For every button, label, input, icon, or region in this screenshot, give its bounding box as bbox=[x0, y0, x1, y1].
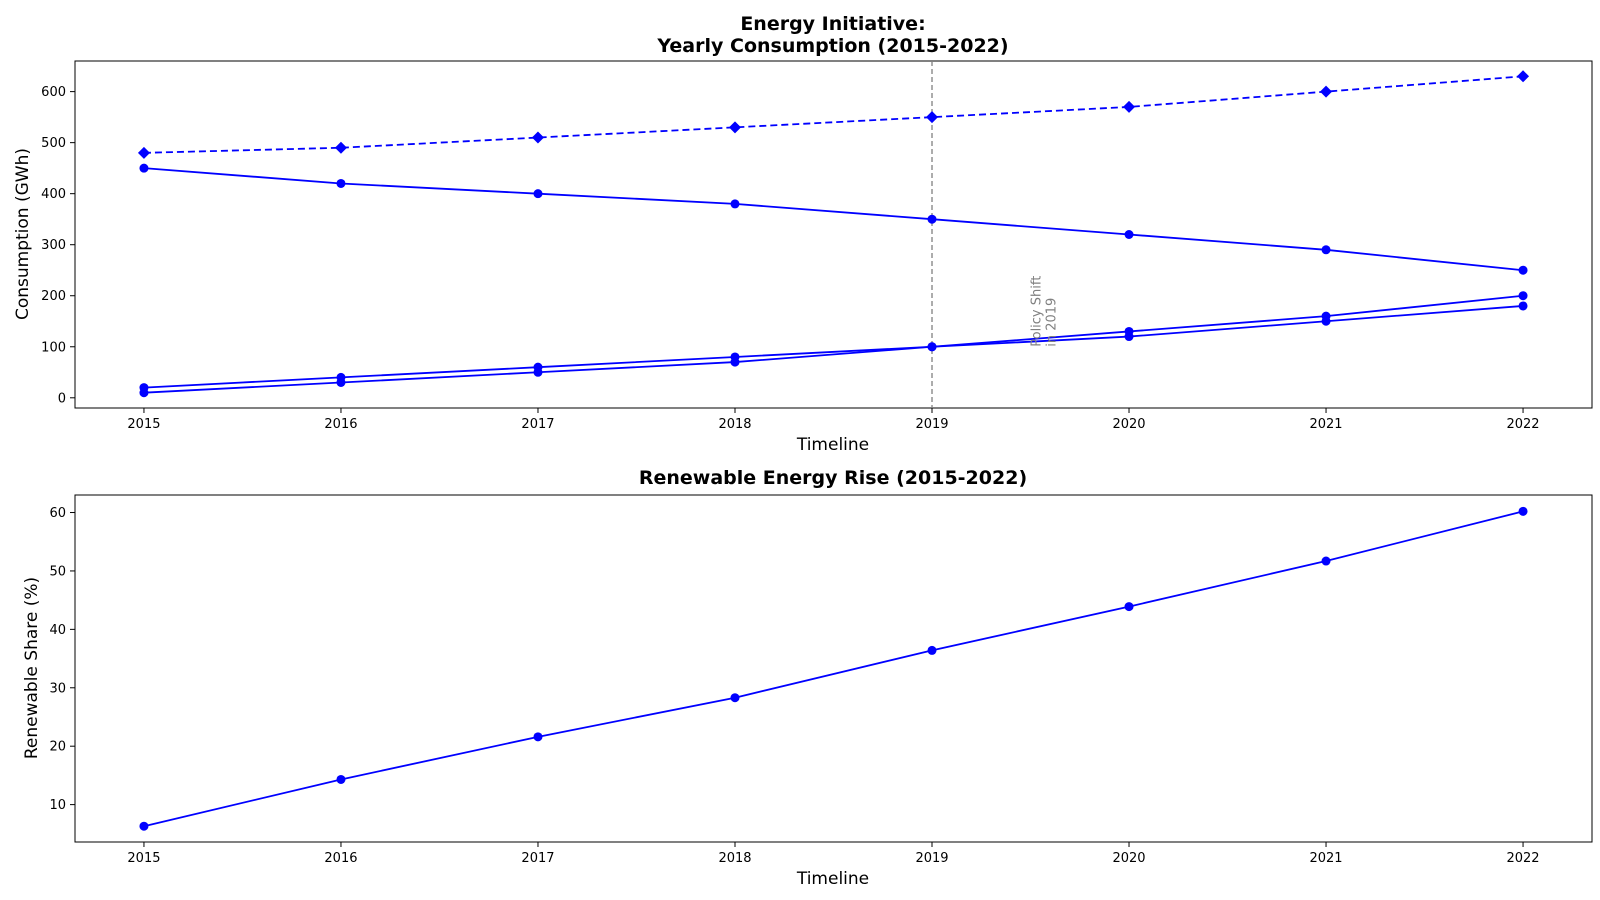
plot-frame bbox=[74, 494, 1593, 843]
y-tick-label: 500 bbox=[41, 136, 66, 151]
consumption-chart: Energy Initiative: Yearly Consumption (2… bbox=[13, 13, 1593, 455]
data-point bbox=[533, 189, 543, 199]
annotation-line: in 2019 bbox=[1044, 298, 1059, 347]
y-tick-label: 100 bbox=[41, 340, 66, 355]
series-group bbox=[137, 70, 1530, 398]
chart-title: Renewable Energy Rise (2015-2022) bbox=[639, 467, 1027, 489]
chart-title-line1: Energy Initiative: bbox=[740, 13, 925, 35]
data-point bbox=[1518, 265, 1528, 275]
annotation-text: Policy Shiftin 2019 bbox=[1029, 276, 1059, 347]
series-line bbox=[143, 167, 1524, 272]
y-tick-label: 600 bbox=[41, 85, 66, 100]
y-tick-label: 0 bbox=[58, 391, 66, 406]
y-tick-label: 300 bbox=[41, 238, 66, 253]
y-tick-label: 200 bbox=[41, 289, 66, 304]
x-axis-ticks: 2015 2016 2017 2018 2019 2020 2021 2022 bbox=[127, 842, 1540, 866]
x-tick-label: 2020 bbox=[1112, 417, 1145, 432]
chart-title-line2: Yearly Consumption (2015-2022) bbox=[656, 35, 1008, 57]
annotation-line: Policy Shift bbox=[1029, 276, 1044, 347]
y-tick-label: 50 bbox=[49, 564, 66, 579]
data-point bbox=[533, 732, 543, 742]
x-axis-label: Timeline bbox=[796, 869, 869, 889]
x-tick-label: 2015 bbox=[127, 417, 160, 432]
data-point bbox=[927, 645, 937, 655]
data-point bbox=[730, 693, 740, 703]
x-tick-label: 2021 bbox=[1309, 851, 1342, 866]
y-axis-ticks: 0 100 200 300 400 500 600 bbox=[41, 85, 75, 406]
data-point bbox=[139, 388, 149, 398]
data-point-diamond bbox=[334, 141, 347, 154]
series-line bbox=[143, 305, 1524, 394]
x-axis-label: Timeline bbox=[796, 435, 869, 455]
y-tick-label: 30 bbox=[49, 681, 66, 696]
x-tick-label: 2022 bbox=[1506, 851, 1539, 866]
x-tick-label: 2020 bbox=[1112, 851, 1145, 866]
series-line bbox=[143, 510, 1524, 828]
x-tick-label: 2019 bbox=[915, 851, 948, 866]
x-tick-label: 2016 bbox=[324, 851, 357, 866]
x-tick-label: 2017 bbox=[521, 851, 554, 866]
data-point bbox=[336, 774, 346, 784]
data-point bbox=[139, 821, 149, 831]
y-tick-label: 60 bbox=[49, 506, 66, 521]
data-point bbox=[1321, 316, 1331, 326]
series-line bbox=[143, 75, 1524, 154]
plot-frame bbox=[74, 60, 1593, 409]
y-tick-label: 400 bbox=[41, 187, 66, 202]
x-tick-label: 2017 bbox=[521, 417, 554, 432]
y-tick-label: 40 bbox=[49, 623, 66, 638]
series-line bbox=[143, 294, 1524, 389]
data-point bbox=[730, 357, 740, 367]
data-point bbox=[927, 342, 937, 352]
x-tick-label: 2018 bbox=[718, 851, 751, 866]
data-point-diamond bbox=[531, 131, 544, 144]
y-axis-ticks: 10 20 30 40 50 60 bbox=[49, 506, 75, 813]
data-point-diamond bbox=[926, 111, 939, 124]
data-point-diamond bbox=[1320, 85, 1333, 98]
x-tick-label: 2021 bbox=[1309, 417, 1342, 432]
data-point bbox=[927, 214, 937, 224]
x-tick-label: 2019 bbox=[915, 417, 948, 432]
data-point-diamond bbox=[1123, 100, 1136, 113]
data-point bbox=[1124, 602, 1134, 612]
data-point-diamond bbox=[1517, 70, 1530, 83]
data-point bbox=[1321, 245, 1331, 255]
y-tick-label: 20 bbox=[49, 740, 66, 755]
data-point-diamond bbox=[137, 146, 150, 159]
x-tick-label: 2016 bbox=[324, 417, 357, 432]
data-point bbox=[336, 377, 346, 387]
data-point bbox=[730, 199, 740, 209]
x-axis-ticks: 2015 2016 2017 2018 2019 2020 2021 2022 bbox=[127, 408, 1540, 432]
data-point bbox=[1124, 332, 1134, 342]
x-tick-label: 2018 bbox=[718, 417, 751, 432]
y-axis-label: Consumption (GWh) bbox=[13, 148, 33, 320]
data-point bbox=[336, 178, 346, 188]
y-axis-label: Renewable Share (%) bbox=[22, 577, 42, 759]
data-point bbox=[1321, 556, 1331, 566]
y-tick-label: 10 bbox=[49, 798, 66, 813]
data-point bbox=[1518, 506, 1528, 516]
policy-shift-annotation: Policy Shiftin 2019 bbox=[1029, 276, 1059, 347]
data-point bbox=[1518, 291, 1528, 301]
data-point bbox=[1124, 230, 1134, 239]
x-tick-label: 2022 bbox=[1506, 417, 1539, 432]
data-point bbox=[1518, 301, 1528, 311]
renewable-chart: Renewable Energy Rise (2015-2022) 2015 20… bbox=[22, 467, 1593, 889]
data-point bbox=[139, 163, 149, 173]
series-group bbox=[139, 506, 1528, 831]
x-tick-label: 2015 bbox=[127, 851, 160, 866]
data-point bbox=[533, 367, 543, 377]
data-point-diamond bbox=[728, 121, 741, 134]
